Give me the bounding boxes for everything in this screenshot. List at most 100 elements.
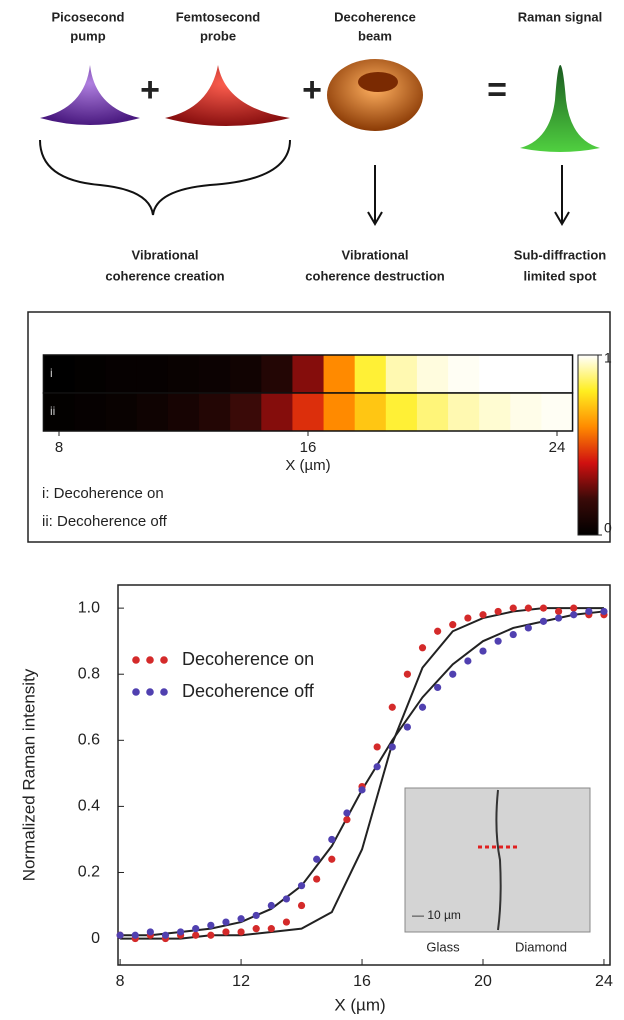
data-point (494, 607, 502, 616)
x-tick-label: 8 (116, 973, 125, 990)
input-label: pump (70, 28, 105, 43)
heat-cell (167, 393, 200, 431)
data-point (509, 630, 517, 639)
data-point (267, 925, 275, 933)
data-point (449, 621, 457, 629)
data-point (434, 627, 442, 635)
data-point (282, 895, 291, 903)
data-point (207, 921, 215, 929)
row-legend: i: Decoherence on (42, 485, 164, 502)
arrow (554, 165, 570, 226)
data-point (313, 875, 321, 883)
legend-marker (132, 656, 140, 664)
heat-cell (416, 393, 449, 431)
inset-label: Glass (426, 939, 460, 954)
interface (495, 789, 502, 931)
legend-label: Decoherence on (182, 649, 314, 669)
data-point (403, 723, 411, 731)
legend-marker (146, 656, 154, 664)
data-point (388, 743, 396, 751)
operator: + (302, 71, 322, 109)
plot-frame (117, 584, 611, 966)
heat-cell (510, 393, 542, 431)
colorbar (577, 354, 599, 536)
row-label: ii (50, 404, 55, 418)
row-legend: ii: Decoherence off (42, 513, 168, 530)
data-point (539, 604, 548, 612)
data-point (479, 611, 487, 619)
heat-cell (199, 355, 231, 393)
data-point (418, 703, 427, 711)
inset-label: Diamond (515, 939, 567, 954)
heat-cell (510, 355, 542, 393)
data-point (570, 611, 578, 619)
x-tick-label: 16 (353, 973, 371, 990)
fit-line (120, 607, 604, 940)
heat-cell (479, 355, 511, 393)
heat-cell (292, 393, 325, 431)
data-point (131, 931, 139, 939)
y-tick-label: 0.2 (78, 864, 100, 881)
heat-cell (199, 393, 231, 431)
outcome-label: limited spot (524, 268, 598, 283)
heat-cell (292, 355, 325, 393)
brace (39, 139, 291, 216)
data-point (146, 928, 154, 936)
heat-cell (136, 393, 169, 431)
data-point (207, 931, 215, 939)
data-point (343, 816, 351, 824)
heat-cell (323, 393, 356, 431)
heatmap-frame (27, 311, 611, 543)
input-label: Decoherence (334, 9, 416, 24)
data-point (554, 614, 563, 622)
data-point (403, 670, 411, 678)
y-tick-label: 0 (91, 930, 100, 947)
data-point (479, 647, 487, 655)
legend-marker (132, 688, 140, 696)
heat-cell (385, 355, 418, 393)
heat-cell (323, 355, 356, 393)
data-point (328, 855, 336, 863)
data-point (282, 918, 291, 926)
data-point (297, 901, 306, 910)
data-point (297, 882, 306, 890)
legend-marker (160, 656, 168, 664)
heat-cell (261, 355, 293, 393)
heat-cell (136, 355, 169, 393)
heat-cell (43, 355, 76, 393)
x-tick-label: 12 (232, 973, 250, 990)
heat-cell (43, 393, 76, 431)
outcome-label: coherence destruction (305, 268, 444, 283)
arrow (367, 165, 383, 226)
x-tick-label: 24 (595, 973, 613, 990)
data-point (373, 763, 381, 771)
outcome-label: coherence creation (105, 268, 224, 283)
beam-shape (327, 59, 423, 131)
data-point (434, 683, 442, 692)
input-label: beam (358, 28, 392, 43)
data-point (524, 604, 532, 612)
x-tick-label: 16 (300, 439, 317, 456)
input-label: Femtosecond (176, 9, 261, 24)
input-label: Picosecond (52, 9, 125, 24)
heat-cell (105, 355, 138, 393)
heat-cell (541, 393, 574, 431)
data-point (237, 928, 245, 936)
data-point (222, 928, 230, 936)
raman-shape (520, 65, 600, 152)
heat-cell (230, 393, 262, 431)
data-point (494, 637, 502, 645)
y-tick-label: 0.6 (78, 732, 100, 749)
data-point (161, 931, 170, 939)
input-label: Raman signal (518, 9, 603, 24)
data-point (539, 617, 548, 625)
data-point (418, 644, 427, 652)
x-axis-label: X (µm) (285, 457, 330, 474)
data-point (358, 786, 366, 794)
data-point (222, 918, 230, 926)
data-point (116, 931, 124, 939)
data-point (252, 925, 260, 933)
data-point (388, 703, 396, 711)
y-tick-label: 1.0 (78, 599, 100, 616)
heat-cell (416, 355, 449, 393)
